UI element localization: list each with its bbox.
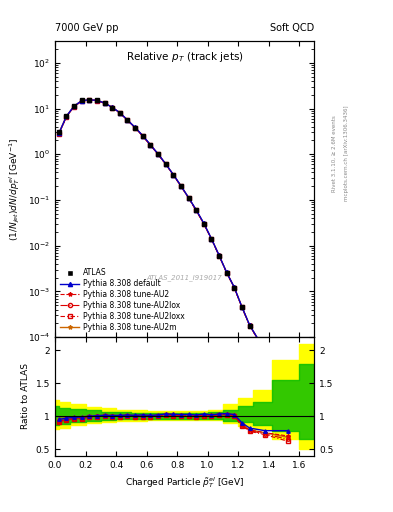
Text: 7000 GeV pp: 7000 GeV pp: [55, 23, 119, 33]
Text: Rivet 3.1.10, ≥ 2.6M events: Rivet 3.1.10, ≥ 2.6M events: [332, 115, 337, 192]
Text: Soft QCD: Soft QCD: [270, 23, 314, 33]
Legend: ATLAS, Pythia 8.308 default, Pythia 8.308 tune-AU2, Pythia 8.308 tune-AU2lox, Py: ATLAS, Pythia 8.308 default, Pythia 8.30…: [59, 267, 186, 333]
Text: ATLAS_2011_I919017: ATLAS_2011_I919017: [147, 274, 222, 281]
Text: mcplots.cern.ch [arXiv:1306.3436]: mcplots.cern.ch [arXiv:1306.3436]: [344, 106, 349, 201]
Y-axis label: Ratio to ATLAS: Ratio to ATLAS: [21, 364, 30, 430]
Y-axis label: $(1/N_{jet})dN/dp_T^{el}\ [\mathrm{GeV}^{-1}]$: $(1/N_{jet})dN/dp_T^{el}\ [\mathrm{GeV}^…: [7, 137, 22, 241]
X-axis label: Charged Particle $\tilde{p}_T^{el}$ [GeV]: Charged Particle $\tilde{p}_T^{el}$ [GeV…: [125, 475, 244, 490]
Text: Relative $p_T$ (track jets): Relative $p_T$ (track jets): [126, 50, 244, 64]
